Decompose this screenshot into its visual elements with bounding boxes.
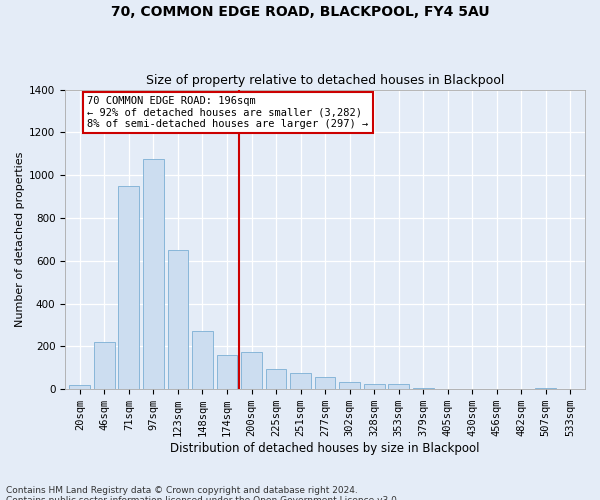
Bar (535, 388, 556, 389)
Bar (266, 369, 286, 389)
Text: Contains HM Land Registry data © Crown copyright and database right 2024.: Contains HM Land Registry data © Crown c… (6, 486, 358, 495)
Bar (413, 388, 434, 389)
Bar (339, 382, 360, 389)
Bar (192, 332, 213, 389)
Title: Size of property relative to detached houses in Blackpool: Size of property relative to detached ho… (146, 74, 504, 87)
X-axis label: Distribution of detached houses by size in Blackpool: Distribution of detached houses by size … (170, 442, 480, 455)
Bar (241, 352, 262, 389)
Bar (143, 159, 164, 389)
Text: 70 COMMON EDGE ROAD: 196sqm
← 92% of detached houses are smaller (3,282)
8% of s: 70 COMMON EDGE ROAD: 196sqm ← 92% of det… (87, 96, 368, 129)
Y-axis label: Number of detached properties: Number of detached properties (15, 152, 25, 327)
Bar (364, 384, 385, 389)
Bar (70, 386, 90, 389)
Bar (314, 378, 335, 389)
Bar (167, 250, 188, 389)
Text: Contains public sector information licensed under the Open Government Licence v3: Contains public sector information licen… (6, 496, 400, 500)
Bar (217, 355, 238, 389)
Bar (118, 186, 139, 389)
Text: 70, COMMON EDGE ROAD, BLACKPOOL, FY4 5AU: 70, COMMON EDGE ROAD, BLACKPOOL, FY4 5AU (110, 5, 490, 19)
Bar (94, 342, 115, 389)
Bar (290, 373, 311, 389)
Bar (388, 384, 409, 389)
